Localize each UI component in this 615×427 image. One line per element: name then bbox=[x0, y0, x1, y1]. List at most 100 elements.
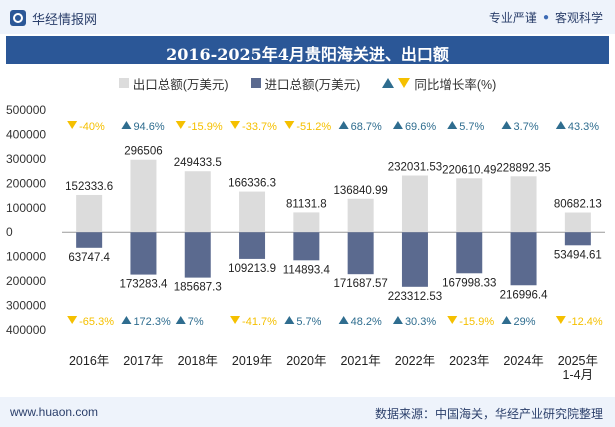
growth-down-marker bbox=[447, 316, 458, 324]
import-value-label: 185687.3 bbox=[174, 282, 222, 294]
export-bar bbox=[130, 159, 157, 233]
top-bar: 华经情报网 专业严谨 ● 客观科学 bbox=[0, 0, 615, 34]
growth-up-marker bbox=[392, 316, 403, 324]
import-bar bbox=[456, 232, 483, 274]
import-bar bbox=[130, 232, 157, 275]
export-growth-label: -33.7% bbox=[242, 121, 277, 133]
import-bar bbox=[239, 232, 266, 259]
growth-up-marker bbox=[121, 316, 132, 324]
brand[interactable]: 华经情报网 bbox=[10, 9, 97, 27]
footer: www.huaon.com 数据来源：中国海关，华经产业研究院整理 bbox=[0, 397, 615, 427]
slogan-tags: 专业严谨 ● 客观科学 bbox=[489, 9, 603, 26]
growth-down-marker bbox=[230, 121, 241, 129]
growth-up-marker bbox=[392, 121, 403, 129]
import-value-label: 53494.61 bbox=[554, 249, 602, 261]
x-tick-label: 2022年 bbox=[395, 354, 435, 368]
y-tick-label: 300000 bbox=[6, 299, 46, 313]
import-value-label: 109213.9 bbox=[228, 263, 276, 275]
export-growth-label: 43.3% bbox=[568, 121, 599, 133]
export-value-label: 249433.5 bbox=[174, 157, 222, 169]
brand-name: 华经情报网 bbox=[32, 11, 98, 27]
x-tick-label: 2016年 bbox=[69, 354, 109, 368]
import-value-label: 173283.4 bbox=[119, 279, 168, 291]
import-growth-label: -15.9% bbox=[459, 316, 494, 328]
bullet-dot-icon: ● bbox=[542, 12, 549, 23]
import-value-label: 63747.4 bbox=[68, 252, 110, 264]
y-tick-label: 500000 bbox=[6, 103, 46, 117]
export-value-label: 228892.35 bbox=[496, 162, 550, 174]
legend-growth-label: 同比增长率(%) bbox=[414, 77, 497, 92]
export-growth-label: -40% bbox=[79, 121, 105, 133]
import-bar bbox=[184, 232, 211, 278]
import-bar bbox=[510, 232, 537, 286]
growth-up-marker bbox=[447, 121, 458, 129]
import-value-label: 114893.4 bbox=[283, 264, 331, 276]
export-growth-label: -51.2% bbox=[296, 121, 331, 133]
export-value-label: 166336.3 bbox=[228, 178, 276, 190]
export-bar bbox=[564, 212, 591, 233]
export-bar bbox=[456, 178, 483, 233]
export-value-label: 220610.49 bbox=[442, 164, 496, 176]
y-tick-label: 400000 bbox=[6, 127, 46, 141]
export-bar bbox=[510, 176, 537, 233]
import-bar bbox=[293, 232, 320, 261]
y-tick-label: 200000 bbox=[6, 176, 46, 190]
export-growth-label: 68.7% bbox=[351, 121, 382, 133]
import-bar bbox=[76, 232, 103, 248]
legend-growth[interactable]: 同比增长率(%) bbox=[382, 74, 496, 93]
growth-down-marker bbox=[230, 316, 241, 324]
growth-up-marker bbox=[338, 316, 349, 324]
chart-legend: 出口总额(万美元) 进口总额(万美元) 同比增长率(%) bbox=[0, 74, 615, 92]
import-growth-label: 172.3% bbox=[133, 316, 171, 328]
import-value-label: 223312.53 bbox=[388, 291, 442, 303]
import-growth-label: 48.2% bbox=[351, 316, 382, 328]
import-growth-label: -12.4% bbox=[568, 316, 603, 328]
import-growth-label: -41.7% bbox=[242, 316, 277, 328]
growth-up-marker bbox=[501, 121, 512, 129]
export-bar bbox=[401, 175, 428, 233]
export-bar bbox=[347, 198, 374, 233]
footer-website-link[interactable]: www.huaon.com bbox=[10, 405, 99, 419]
x-tick-label: 2020年 bbox=[286, 354, 326, 368]
export-growth-label: 5.7% bbox=[459, 121, 484, 133]
legend-export[interactable]: 出口总额(万美元) bbox=[118, 74, 229, 93]
legend-import[interactable]: 进口总额(万美元) bbox=[250, 74, 361, 93]
export-growth-label: 69.6% bbox=[405, 121, 436, 133]
growth-down-marker bbox=[284, 121, 295, 129]
brand-logo-icon bbox=[10, 10, 26, 26]
import-bar bbox=[564, 232, 591, 246]
slogan-tag-1: 专业严谨 bbox=[488, 11, 537, 25]
growth-up-marker bbox=[338, 121, 349, 129]
legend-import-swatch bbox=[250, 78, 261, 88]
import-growth-label: 5.7% bbox=[296, 316, 321, 328]
x-tick-label: 1-4月 bbox=[563, 368, 594, 382]
import-value-label: 171687.57 bbox=[333, 278, 387, 290]
x-tick-label: 2024年 bbox=[503, 354, 543, 368]
legend-export-label: 出口总额(万美元) bbox=[132, 77, 229, 92]
growth-up-marker bbox=[175, 316, 186, 324]
export-bar bbox=[293, 212, 320, 233]
export-value-label: 232031.53 bbox=[388, 162, 442, 174]
y-tick-label: 100000 bbox=[6, 250, 46, 264]
growth-down-marker bbox=[555, 316, 566, 324]
import-bar bbox=[401, 232, 428, 287]
x-tick-label: 2021年 bbox=[340, 354, 380, 368]
export-growth-label: 94.6% bbox=[133, 121, 164, 133]
y-tick-label: 300000 bbox=[6, 152, 46, 166]
legend-import-label: 进口总额(万美元) bbox=[264, 77, 361, 92]
y-tick-label: 0 bbox=[6, 225, 13, 239]
growth-up-marker bbox=[284, 316, 295, 324]
import-growth-label: 30.3% bbox=[405, 316, 436, 328]
growth-up-marker bbox=[501, 316, 512, 324]
x-tick-label: 2019年 bbox=[232, 354, 272, 368]
growth-up-marker bbox=[121, 121, 132, 129]
export-value-label: 80682.13 bbox=[554, 198, 602, 210]
title-band: 2016-2025年4月贵阳海关进、出口额 bbox=[6, 36, 609, 64]
x-tick-label: 2017年 bbox=[123, 354, 163, 368]
legend-export-swatch bbox=[118, 78, 129, 88]
growth-up-marker bbox=[555, 121, 566, 129]
import-value-label: 167998.33 bbox=[442, 277, 496, 289]
export-bar bbox=[76, 194, 103, 233]
export-bar bbox=[184, 171, 211, 233]
